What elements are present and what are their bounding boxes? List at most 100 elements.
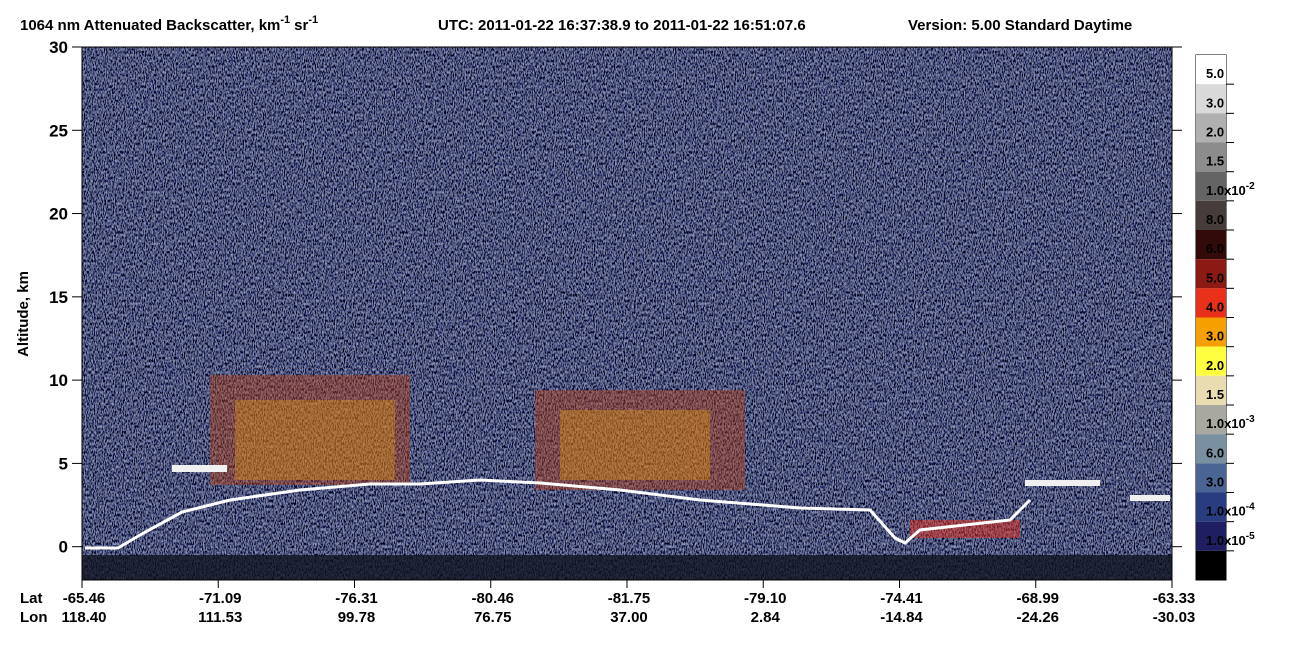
colorbar-label-text: 1.5: [1206, 154, 1224, 169]
colorbar-swatch: [1196, 230, 1226, 260]
x-tick-label: -71.09: [199, 590, 242, 607]
x-tick-label: -68.99: [1016, 590, 1059, 607]
image-noise: [82, 47, 1172, 580]
chart-subtitle: UTC: 2011-01-22 16:37:38.9 to 2011-01-22…: [438, 17, 806, 34]
surface-return: [85, 478, 1032, 550]
colorbar-swatch: [1196, 200, 1226, 230]
colorbar-label: 3.0: [1206, 475, 1224, 490]
colorbar-label-text: 1.0x10: [1206, 416, 1246, 431]
colorbar-swatch: [1196, 259, 1226, 289]
colorbar-label-text: 1.0x10: [1206, 533, 1246, 548]
x-tick-label: -79.10: [744, 590, 787, 607]
colorbar-swatch: [1196, 346, 1226, 376]
cloud-regions: [210, 375, 1020, 538]
cloud: [210, 375, 410, 485]
cloud-top: [1025, 480, 1100, 486]
x-tick-label: -65.46: [63, 590, 106, 607]
cloud-top: [1130, 495, 1170, 501]
title-text: 1064 nm Attenuated Backscatter, km: [20, 17, 280, 34]
colorbar-label-text: 1.0x10: [1206, 504, 1246, 519]
backscatter-image: [82, 47, 1172, 580]
colorbar-swatch: [1196, 317, 1226, 347]
colorbar-label: 1.0x10-3: [1206, 414, 1255, 431]
colorbar-under: [1196, 550, 1226, 580]
y-tick-label: 15: [49, 288, 68, 307]
colorbar-swatch: [1196, 521, 1226, 551]
y-tick-label: 5: [59, 454, 68, 473]
x-tick-label: -24.26: [1016, 609, 1059, 626]
chart-title: 1064 nm Attenuated Backscatter, km-1 sr-1: [20, 14, 318, 34]
colorbar-label-text: 2.0: [1206, 125, 1224, 140]
colorbar-swatch: [1196, 375, 1226, 405]
x-tick-label: -63.33: [1153, 590, 1196, 607]
colorbar-swatch: [1196, 463, 1226, 493]
x-tick-label: -14.84: [880, 609, 923, 626]
title-exponent: -1: [308, 14, 318, 26]
colorbar-label: 6.0: [1206, 445, 1224, 460]
cloud: [560, 410, 710, 480]
y-tick-label: 25: [49, 121, 68, 140]
x-tick-label: -74.41: [880, 590, 923, 607]
y-tick-label: 20: [49, 205, 68, 224]
colorbar-label-text: 1.5: [1206, 387, 1224, 402]
colorbar-label: 3.0: [1206, 329, 1224, 344]
cloud-top: [172, 465, 227, 472]
colorbar-swatch: [1196, 113, 1226, 143]
subsurface: [82, 555, 1172, 580]
x-tick-label: 99.78: [338, 609, 376, 626]
colorbar-label-exponent: -4: [1246, 502, 1255, 513]
colorbar-label-text: 8.0: [1206, 212, 1224, 227]
cloud: [910, 520, 1020, 538]
colorbar-swatch: [1196, 434, 1226, 464]
colorbar-swatch: [1196, 84, 1226, 114]
cloud: [235, 400, 395, 480]
colorbar-label-exponent: -3: [1246, 414, 1255, 425]
colorbar-label-text: 3.0: [1206, 329, 1224, 344]
colorbar-label: 1.5: [1206, 154, 1224, 169]
colorbar-label: 3.0: [1206, 95, 1224, 110]
colorbar-label-text: 3.0: [1206, 95, 1224, 110]
title-text: sr: [294, 17, 308, 34]
colorbar-swatch: [1196, 142, 1226, 172]
colorbar-label: 6.0: [1206, 241, 1224, 256]
y-tick-label: 10: [49, 371, 68, 390]
colorbar-label: 1.0x10-2: [1206, 181, 1255, 198]
colorbar-label: 2.0: [1206, 125, 1224, 140]
colorbar-label: 2.0: [1206, 358, 1224, 373]
colorbar-label: 8.0: [1206, 212, 1224, 227]
y-tick-label: 0: [59, 538, 68, 557]
x-tick-label: 76.75: [474, 609, 512, 626]
colorbar-swatch: [1196, 405, 1226, 435]
colorbar-label: 4.0: [1206, 300, 1224, 315]
colorbar-label-text: 6.0: [1206, 445, 1224, 460]
colorbar-label: 5.0: [1206, 270, 1224, 285]
colorbar-label: 5.0: [1206, 66, 1224, 81]
colorbar-label-text: 5.0: [1206, 270, 1224, 285]
colorbar-label-text: 6.0: [1206, 241, 1224, 256]
colorbar-label: 1.0x10-5: [1206, 531, 1255, 548]
colorbar-swatch: [1196, 492, 1226, 522]
colorbar-label: 1.0x10-4: [1206, 502, 1255, 519]
colorbar-label-text: 3.0: [1206, 475, 1224, 490]
colorbar-label-exponent: -2: [1246, 181, 1255, 192]
colorbar-label-text: 2.0: [1206, 358, 1224, 373]
x-tick-label: -30.03: [1153, 609, 1196, 626]
x-tick-label: -76.31: [335, 590, 378, 607]
colorbar-label-text: 1.0x10: [1206, 183, 1246, 198]
colorbar-swatch: [1196, 171, 1226, 201]
colorbar-label: 1.5: [1206, 387, 1224, 402]
title-exponent: -1: [280, 14, 290, 26]
colorbar-label-text: 5.0: [1206, 66, 1224, 81]
x-tick-label: 118.40: [61, 609, 106, 626]
colorbar-swatch: [1196, 55, 1226, 85]
cloud: [535, 390, 745, 490]
x-row-label: Lat: [20, 590, 43, 607]
x-row-label: Lon: [20, 609, 48, 626]
chart-version: Version: 5.00 Standard Daytime: [908, 17, 1132, 34]
colorbar-swatch: [1196, 288, 1226, 318]
y-tick-label: 30: [49, 38, 68, 57]
colorbar-label-exponent: -5: [1246, 531, 1255, 542]
x-tick-label: 37.00: [610, 609, 648, 626]
x-tick-label: 2.84: [751, 609, 781, 626]
